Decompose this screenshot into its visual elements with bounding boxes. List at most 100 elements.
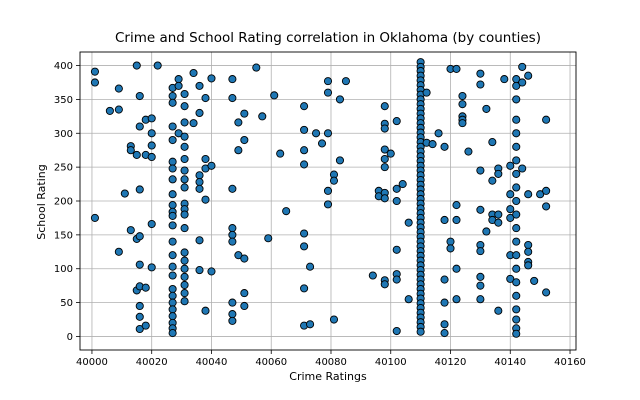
- data-point: [228, 298, 237, 307]
- data-point: [536, 190, 545, 199]
- data-point: [482, 104, 491, 113]
- data-point: [168, 298, 177, 307]
- data-point: [168, 164, 177, 173]
- data-point: [180, 132, 189, 141]
- data-point: [380, 163, 389, 172]
- data-point: [300, 146, 309, 155]
- data-point: [506, 161, 515, 170]
- data-point: [446, 244, 455, 253]
- data-point: [180, 280, 189, 290]
- data-point: [168, 157, 177, 166]
- data-point: [482, 227, 491, 236]
- data-point: [512, 224, 521, 233]
- data-point: [240, 254, 249, 263]
- data-point: [323, 88, 333, 97]
- data-point: [506, 274, 515, 283]
- data-point: [300, 102, 309, 111]
- data-point: [147, 263, 156, 272]
- data-point: [195, 266, 204, 275]
- data-points: [90, 58, 551, 338]
- data-point: [228, 75, 237, 84]
- data-point: [180, 256, 189, 265]
- data-point: [512, 251, 521, 260]
- data-point: [452, 264, 461, 273]
- data-point: [446, 237, 455, 246]
- data-point: [380, 154, 389, 164]
- data-point: [512, 142, 521, 151]
- data-point: [542, 202, 551, 211]
- data-point: [147, 219, 156, 229]
- data-point: [494, 218, 503, 227]
- data-point: [168, 122, 177, 131]
- data-point: [195, 171, 204, 180]
- data-point: [168, 98, 177, 107]
- data-point: [306, 320, 315, 329]
- data-point: [147, 129, 156, 138]
- data-point: [518, 78, 527, 87]
- data-point: [458, 100, 467, 109]
- data-point: [252, 63, 261, 72]
- data-point: [105, 106, 114, 115]
- data-point: [135, 122, 144, 131]
- data-point: [452, 64, 461, 73]
- data-point: [126, 146, 135, 155]
- data-point: [341, 77, 350, 86]
- data-point: [114, 247, 123, 256]
- data-point: [180, 289, 189, 298]
- data-point: [386, 149, 395, 158]
- data-point: [458, 119, 467, 128]
- data-point: [174, 75, 183, 84]
- data-point: [476, 247, 485, 256]
- data-point: [476, 272, 485, 281]
- data-point: [506, 205, 515, 214]
- data-point: [180, 154, 189, 164]
- data-point: [141, 321, 150, 330]
- data-point: [416, 327, 425, 336]
- data-point: [306, 262, 315, 271]
- y-tick-label: 50: [60, 298, 73, 309]
- data-point: [392, 245, 401, 254]
- data-point: [434, 129, 443, 138]
- data-point: [168, 291, 177, 300]
- data-point: [201, 94, 210, 103]
- data-point: [201, 154, 210, 164]
- data-point: [180, 224, 189, 233]
- data-point: [440, 298, 449, 307]
- data-point: [392, 275, 401, 284]
- data-point: [452, 215, 461, 225]
- y-tick-label: 150: [54, 230, 73, 241]
- data-point: [300, 125, 309, 134]
- x-tick-label: 40160: [554, 357, 586, 368]
- data-point: [168, 284, 177, 294]
- data-point: [404, 218, 413, 227]
- data-point: [464, 147, 473, 156]
- data-point: [476, 166, 485, 175]
- data-point: [380, 124, 389, 133]
- data-point: [422, 88, 431, 97]
- data-point: [168, 305, 177, 314]
- data-point: [524, 240, 533, 250]
- data-point: [380, 280, 389, 289]
- x-tick-label: 40120: [435, 357, 467, 368]
- data-point: [276, 149, 285, 158]
- data-point: [141, 283, 150, 292]
- data-point: [207, 161, 216, 170]
- data-point: [512, 278, 521, 287]
- data-point: [494, 169, 503, 178]
- data-point: [147, 141, 156, 150]
- data-point: [90, 213, 99, 222]
- data-point: [392, 117, 401, 126]
- data-point: [120, 189, 129, 198]
- y-axis: 0 50 100 150 200 250 300 350 400: [54, 61, 80, 343]
- x-tick-label: 40000: [76, 357, 108, 368]
- data-point: [207, 267, 216, 276]
- data-point: [494, 306, 503, 315]
- data-point: [234, 251, 243, 260]
- data-point: [512, 291, 521, 300]
- data-point: [512, 156, 521, 165]
- data-point: [240, 289, 249, 298]
- data-point: [323, 200, 333, 209]
- data-point: [512, 329, 521, 338]
- x-tick-label: 40040: [196, 357, 228, 368]
